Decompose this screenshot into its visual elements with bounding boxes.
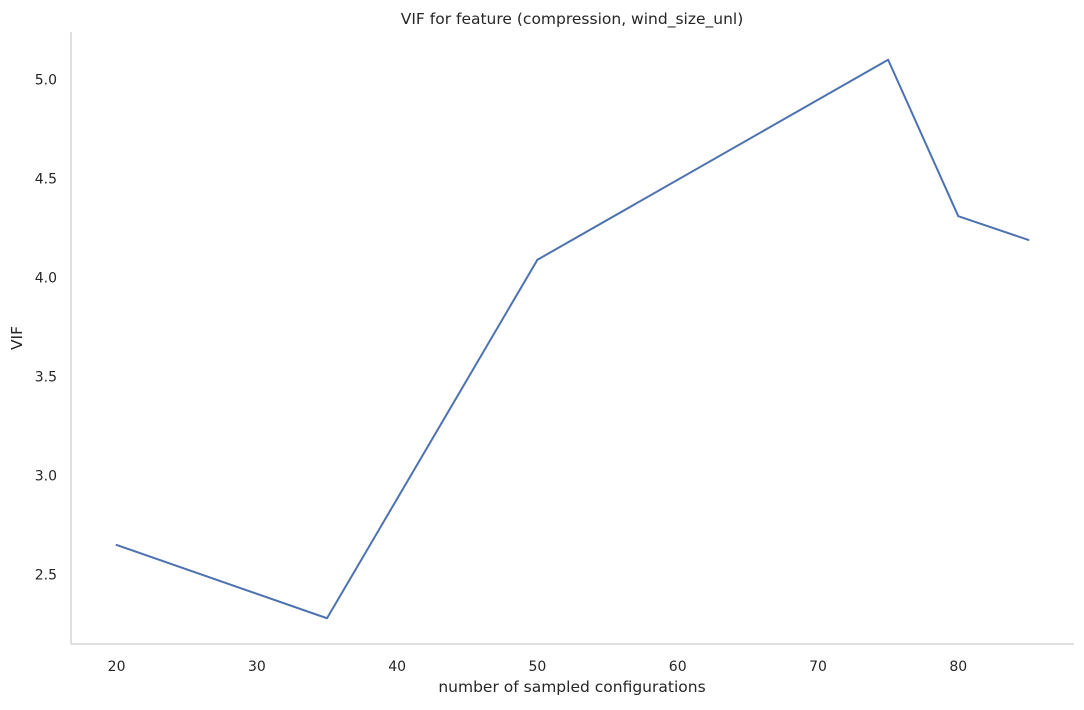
x-tick-label: 30: [248, 659, 266, 675]
chart-title: VIF for feature (compression, wind_size_…: [401, 10, 744, 29]
y-tick-label: 4.0: [35, 271, 57, 287]
x-tick-label: 20: [108, 659, 126, 675]
y-tick-label: 4.5: [35, 172, 57, 188]
x-axis-title: number of sampled configurations: [438, 678, 705, 696]
y-tick-label: 3.0: [35, 469, 57, 485]
y-axis-title: VIF: [8, 326, 26, 350]
y-tick-label: 2.5: [35, 568, 57, 584]
series-line: [115, 58, 1030, 620]
x-axis-ticks: 20 30 40 50 60 70 80: [108, 659, 968, 675]
series-layer: [115, 58, 1030, 620]
x-tick-label: 40: [388, 659, 406, 675]
y-tick-label: 3.5: [35, 370, 57, 386]
x-tick-label: 80: [949, 659, 967, 675]
y-axis-ticks: 2.5 3.0 3.5 4.0 4.5 5.0: [35, 73, 57, 584]
x-tick-label: 60: [669, 659, 687, 675]
x-tick-label: 70: [809, 659, 827, 675]
y-tick-label: 5.0: [35, 73, 57, 89]
x-tick-label: 50: [529, 659, 547, 675]
